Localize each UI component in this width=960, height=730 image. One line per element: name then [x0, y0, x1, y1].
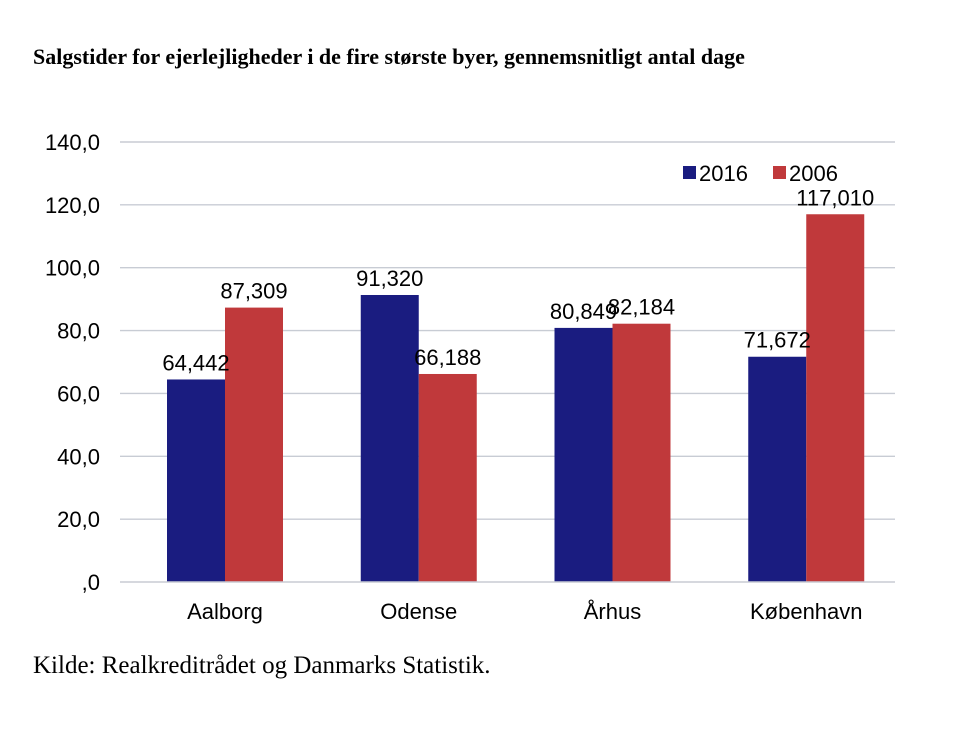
- bar-2016-aalborg: [167, 379, 225, 582]
- legend: 2016 2006: [683, 161, 838, 186]
- data-label: 87,309: [220, 279, 287, 304]
- legend-label-2006: 2006: [789, 161, 838, 186]
- bar-chart: ,0 20,0 40,0 60,0 80,0 100,0 120,0 140,0 64,442…: [45, 130, 895, 624]
- data-label: 91,320: [356, 266, 423, 291]
- bar-2016-københavn: [748, 356, 807, 582]
- legend-swatch-2016: [683, 166, 696, 179]
- y-tick-label: 60,0: [57, 381, 100, 406]
- legend-swatch-2006: [773, 166, 786, 179]
- x-tick-label: København: [750, 599, 863, 624]
- data-label: 66,188: [414, 345, 481, 370]
- y-tick-label: 120,0: [45, 193, 100, 218]
- data-label: 80,849: [550, 299, 617, 324]
- bar-2016-odense: [360, 294, 419, 582]
- bar-2006-århus: [612, 323, 671, 582]
- x-tick-label: Århus: [584, 599, 641, 624]
- data-label: 71,672: [744, 328, 811, 353]
- data-label: 64,442: [162, 350, 229, 375]
- bar-2006-odense: [418, 373, 477, 582]
- x-tick-label: Odense: [380, 599, 457, 624]
- y-axis-ticks: ,0 20,0 40,0 60,0 80,0 100,0 120,0 140,0: [45, 130, 100, 595]
- x-tick-label: Aalborg: [187, 599, 263, 624]
- y-tick-label: ,0: [82, 570, 100, 595]
- data-label: 82,184: [608, 295, 675, 320]
- y-tick-label: 20,0: [57, 507, 100, 532]
- y-tick-label: 80,0: [57, 319, 100, 344]
- source-note: Kilde: Realkreditrådet og Danmarks Stati…: [33, 652, 491, 679]
- x-axis-ticks: Aalborg Odense Århus København: [187, 599, 862, 624]
- data-label: 117,010: [796, 185, 874, 210]
- bar-2006-aalborg: [225, 307, 283, 582]
- bars: [167, 214, 865, 583]
- chart-title: Salgstider for ejerlejligheder i de fire…: [33, 44, 745, 69]
- bar-2006-københavn: [806, 214, 865, 583]
- bar-2016-århus: [554, 327, 613, 582]
- y-tick-label: 40,0: [57, 444, 100, 469]
- y-tick-label: 100,0: [45, 256, 100, 281]
- legend-label-2016: 2016: [699, 161, 748, 186]
- y-tick-label: 140,0: [45, 130, 100, 155]
